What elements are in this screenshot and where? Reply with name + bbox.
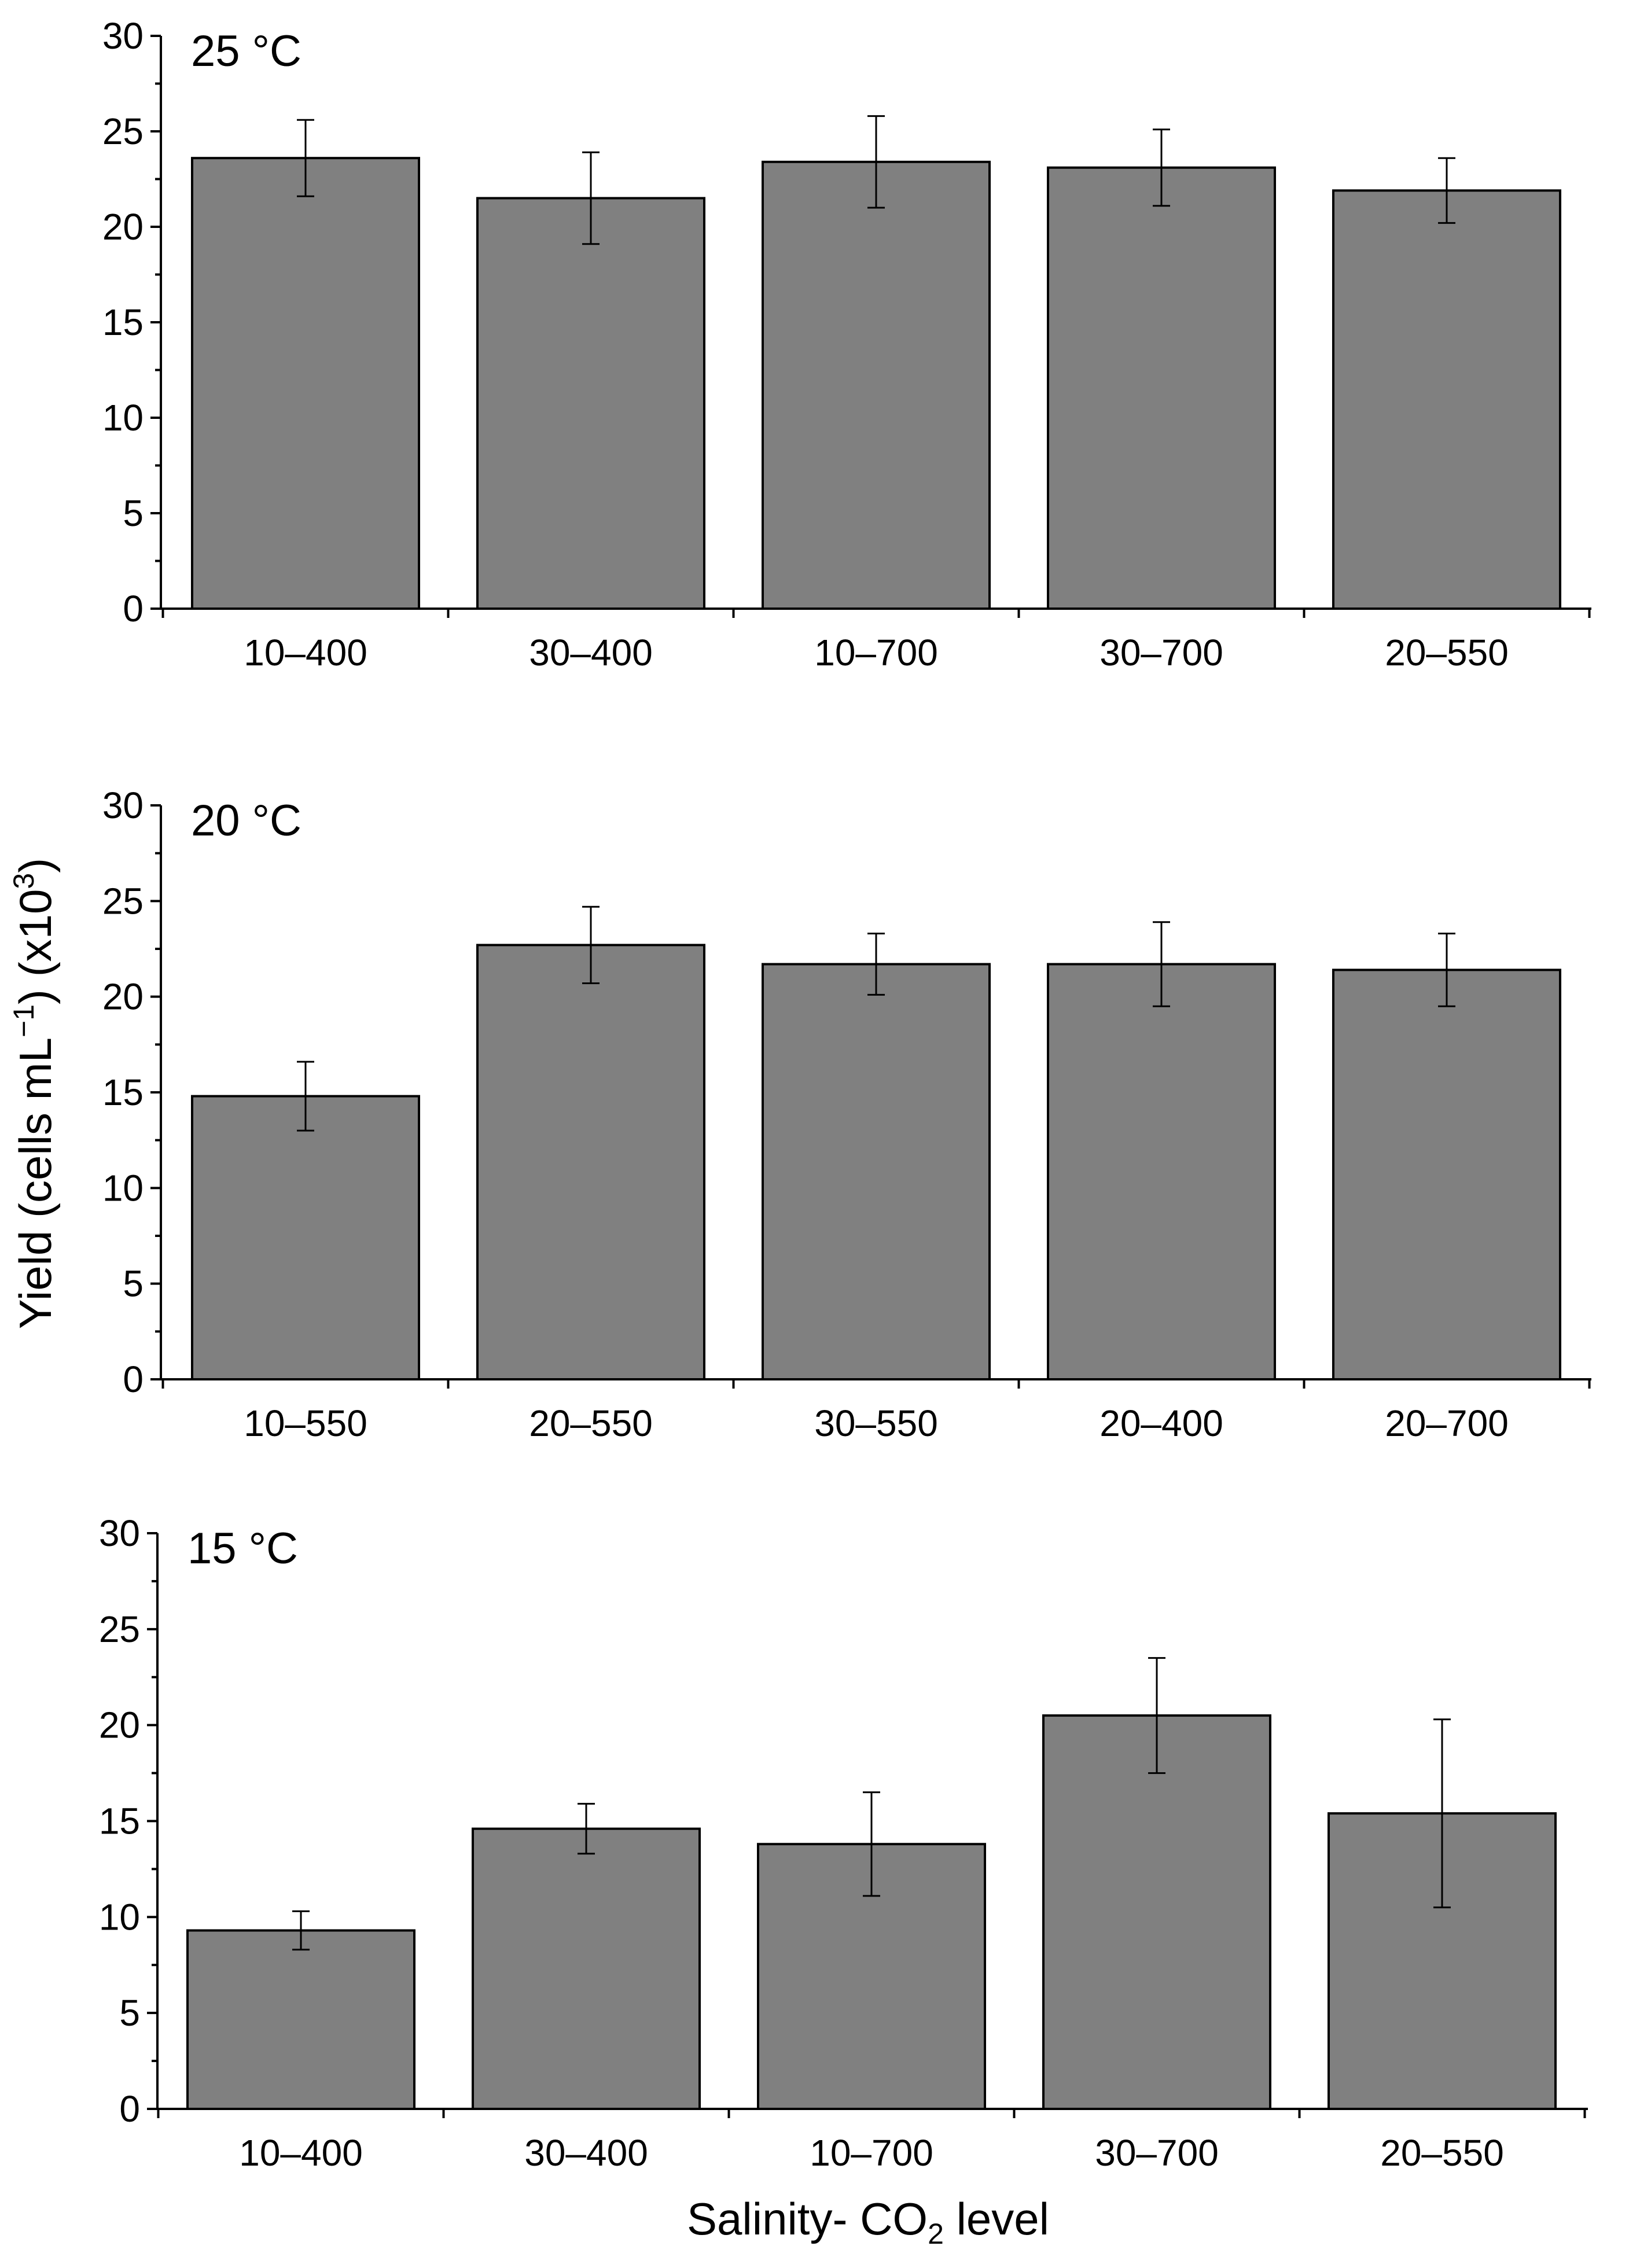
- y-tick-label: 10: [102, 1167, 144, 1209]
- bar: [476, 944, 705, 1381]
- y-axis-label-sup-2: 3: [8, 873, 40, 889]
- y-tick-label: 30: [102, 15, 144, 57]
- y-tick-label: 15: [102, 1072, 144, 1113]
- y-tick-label: 20: [102, 976, 144, 1018]
- x-tick-label: 30–700: [1100, 632, 1223, 673]
- x-tick-label: 30–400: [524, 2132, 648, 2174]
- y-tick-label: 0: [119, 2088, 140, 2130]
- y-tick-label: 0: [123, 1358, 144, 1400]
- x-tick-label: 10–400: [239, 2132, 363, 2174]
- x-tick-label: 20–550: [529, 1402, 653, 1444]
- bar: [186, 1929, 415, 2111]
- panels-layer: 0 5 10 15 20 25 30 25 °C 10–400 30–400 10–700 30–70…: [99, 15, 1591, 2174]
- y-tick-label: 15: [102, 301, 144, 343]
- panel-title: 20 °C: [191, 796, 301, 845]
- y-tick-label: 20: [102, 206, 144, 248]
- y-axis-label-sup-1: −1: [8, 1004, 40, 1037]
- y-tick-label: 25: [102, 111, 144, 152]
- x-tick-label: 10–700: [810, 2132, 933, 2174]
- y-tick-label: 25: [99, 1608, 140, 1650]
- y-tick-label: 10: [102, 397, 144, 439]
- bar: [476, 197, 705, 610]
- chart-panel-2: 0 5 10 15 20 25 30 20 °C 10–550 20–550 30–550 20–40…: [102, 785, 1591, 1444]
- x-tick-label: 10–700: [814, 632, 938, 673]
- x-axis-label-sub: 2: [928, 2218, 944, 2250]
- y-tick-label: 10: [99, 1896, 140, 1938]
- y-axis-label-end: ): [10, 858, 61, 873]
- panel-title: 25 °C: [191, 27, 301, 76]
- bar: [762, 160, 991, 610]
- chart-panel-3: 0 5 10 15 20 25 30 15 °C 10–400 30–400 10–700 30–70…: [99, 1512, 1588, 2174]
- bar: [1042, 1714, 1271, 2110]
- x-tick-label: 20–550: [1385, 632, 1509, 673]
- x-axis-label-end: level: [944, 2193, 1049, 2244]
- y-axis-label-main: Yield (cells mL: [10, 1037, 61, 1329]
- x-tick-label: 30–550: [814, 1402, 938, 1444]
- bar: [472, 1827, 701, 2110]
- bar: [762, 963, 991, 1381]
- y-tick-label: 20: [99, 1704, 140, 1746]
- y-tick-label: 5: [123, 492, 144, 534]
- y-axis-label-mid: ) (x10: [10, 889, 61, 1004]
- bar: [1332, 189, 1561, 610]
- y-tick-label: 5: [123, 1263, 144, 1305]
- x-tick-label: 20–400: [1100, 1402, 1223, 1444]
- bar: [191, 157, 420, 610]
- y-tick-label: 30: [102, 785, 144, 826]
- x-axis-label-main: Salinity- CO: [687, 2193, 928, 2244]
- x-tick-label: 30–700: [1095, 2132, 1219, 2174]
- bar: [1047, 963, 1276, 1381]
- bar: [191, 1095, 420, 1380]
- y-tick-label: 15: [99, 1801, 140, 1842]
- x-tick-label: 10–400: [244, 632, 367, 673]
- x-tick-label: 10–550: [244, 1402, 367, 1444]
- panel-title: 15 °C: [187, 1524, 298, 1573]
- y-tick-label: 25: [102, 880, 144, 922]
- x-tick-label: 20–700: [1385, 1402, 1509, 1444]
- y-axis-label: Yield (cells mL−1) (x103): [8, 858, 61, 1329]
- x-tick-label: 20–550: [1380, 2132, 1504, 2174]
- x-tick-label: 30–400: [529, 632, 653, 673]
- y-tick-label: 30: [99, 1512, 140, 1554]
- bar: [1047, 166, 1276, 610]
- chart-panel-1: 0 5 10 15 20 25 30 25 °C 10–400 30–400 10–700 30–70…: [102, 15, 1591, 673]
- y-tick-label: 0: [123, 588, 144, 629]
- y-tick-label: 5: [119, 1992, 140, 2034]
- bar: [1332, 969, 1561, 1380]
- x-axis-label: Salinity- CO2 level: [687, 2193, 1049, 2250]
